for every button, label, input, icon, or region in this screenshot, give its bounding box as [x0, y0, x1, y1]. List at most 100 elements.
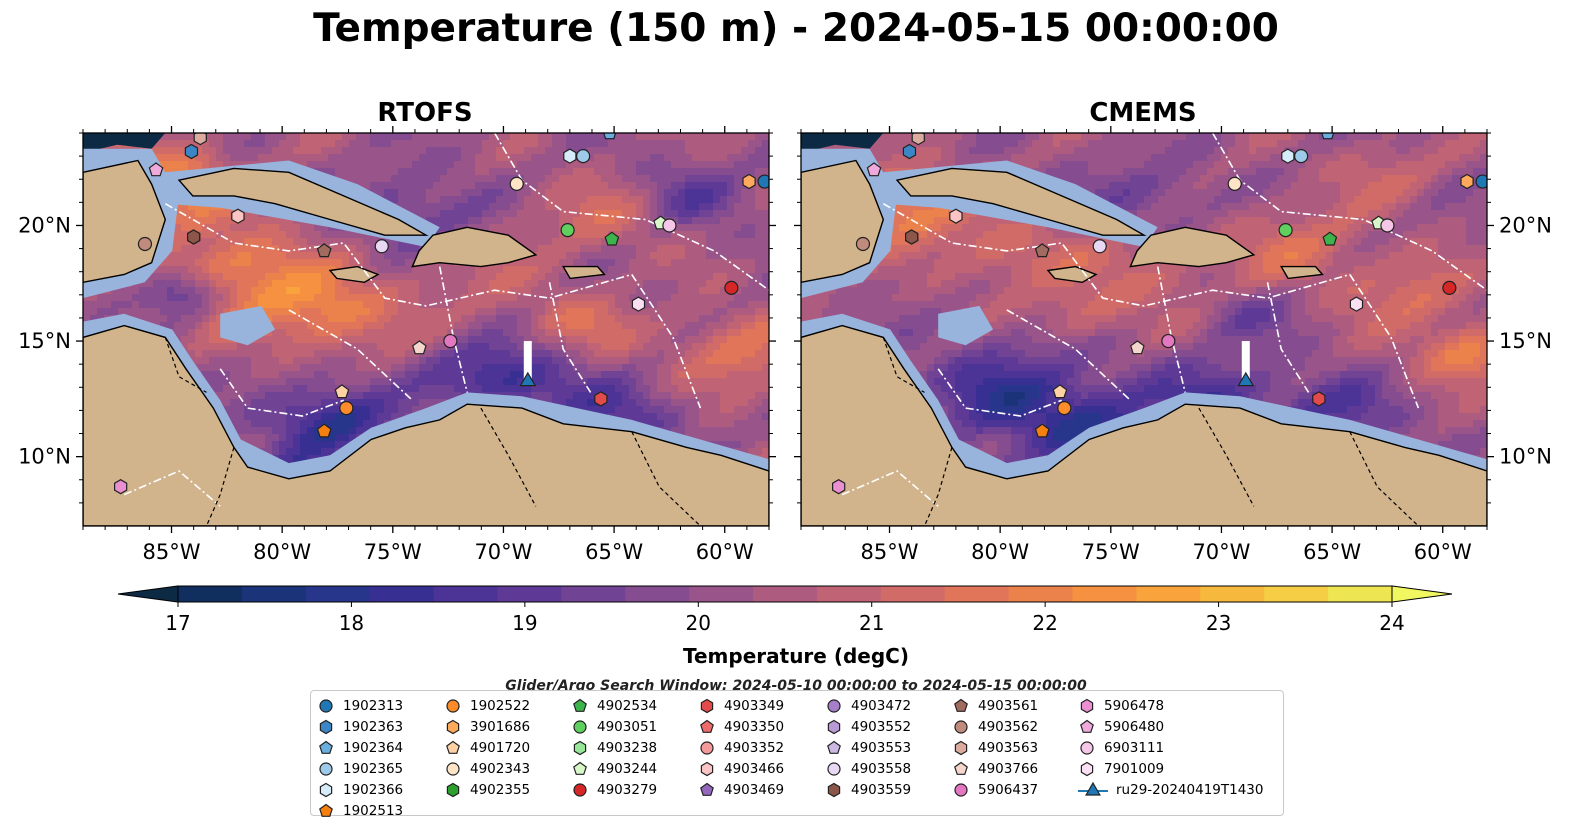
- colorbar-tick-label: 17: [165, 611, 190, 635]
- national-border: [631, 431, 701, 526]
- legend-float-marker: [700, 719, 714, 733]
- legend-item: 4903553: [825, 737, 911, 758]
- map-frame: [800, 132, 1488, 527]
- legend-float-marker: [954, 761, 968, 775]
- legend-item: 4902355: [444, 779, 530, 800]
- legend-marker-icon: [319, 719, 333, 734]
- legend-float-marker: [700, 740, 714, 755]
- legend-marker-icon: [827, 761, 841, 776]
- legend-item: 4903552: [825, 716, 911, 737]
- legend-float-marker: [700, 761, 714, 776]
- legend-item: 4902534: [571, 695, 657, 716]
- legend-marker-icon: [446, 761, 460, 776]
- legend-float-marker: [827, 761, 841, 776]
- legend-item: 5906478: [1078, 695, 1263, 716]
- legend-item: 4903352: [698, 737, 784, 758]
- float-marker-4903563: [193, 133, 207, 146]
- legend-float-marker: [573, 698, 587, 712]
- legend-marker-icon: [319, 698, 333, 713]
- legend-item: 1902366: [317, 779, 403, 800]
- legend-float-marker: [319, 740, 333, 754]
- legend-glider-marker: [1085, 781, 1101, 796]
- legend-label: 4903244: [597, 760, 658, 777]
- lat-tick-label: 20°N: [18, 213, 71, 237]
- legend-marker-icon: [573, 740, 587, 755]
- float-marker-4903559: [904, 229, 919, 245]
- legend-column: 4902534 4903051 4903238 4903244 4903279: [571, 695, 657, 800]
- legend-label: 4903553: [851, 739, 912, 756]
- legend-label: 4903350: [724, 718, 785, 735]
- legend-item: 4901720: [444, 737, 530, 758]
- float-marker-5906437: [443, 333, 458, 349]
- eez-boundary: [288, 309, 413, 401]
- legend-label: 4903561: [978, 697, 1039, 714]
- lon-tick-label: 75°W: [1082, 540, 1140, 564]
- lat-tick-label: 15°N: [18, 329, 71, 353]
- legend-item: 4903563: [952, 737, 1038, 758]
- colorbar-bin: [1328, 586, 1393, 602]
- legend-label: 4903558: [851, 760, 912, 777]
- eez-boundary: [841, 470, 939, 507]
- eez-boundary: [1006, 309, 1131, 401]
- legend-float-marker: [573, 761, 587, 775]
- legend-float-marker: [827, 719, 841, 734]
- legend-marker-icon: [1080, 740, 1094, 755]
- legend-float-marker: [954, 782, 968, 797]
- float-marker-1902313: [757, 174, 769, 189]
- legend-item: 4903469: [698, 779, 784, 800]
- float-marker-ru29-20240419T1430: [1237, 371, 1255, 387]
- legend-float-marker: [319, 698, 333, 713]
- legend-marker-icon: [954, 782, 968, 797]
- float-marker-5906480: [866, 162, 882, 177]
- legend-column: 5906478 5906480 6903111 7901009 ru29-2024041…: [1078, 695, 1263, 800]
- legend-item: 4903562: [952, 716, 1038, 737]
- float-marker-4903051: [560, 222, 575, 238]
- float-marker-4901720: [334, 384, 350, 399]
- legend-item: 1902365: [317, 758, 403, 779]
- legend-column: 4903349 4903350 4903352 4903466 4903469: [698, 695, 784, 800]
- legend-item: 4903766: [952, 758, 1038, 779]
- glider-track: [1241, 341, 1250, 381]
- eez-boundary: [123, 470, 221, 507]
- legend-float-marker: [446, 761, 460, 776]
- land: [411, 226, 538, 268]
- legend-label: 4902355: [470, 781, 531, 798]
- legend-label: 4903563: [978, 739, 1039, 756]
- colorbar-bin: [241, 586, 307, 602]
- eez-boundary: [937, 368, 1062, 417]
- legend-label: 4901720: [470, 739, 531, 756]
- eez-boundary: [631, 274, 702, 409]
- legend-marker-icon: [827, 740, 841, 754]
- legend-marker-icon: [446, 740, 460, 754]
- float-marker-1902513: [1034, 423, 1050, 438]
- national-border: [1349, 431, 1419, 526]
- legend-marker-icon: [700, 719, 714, 733]
- legend-item: 1902363: [317, 716, 403, 737]
- colorbar-tick-label: 19: [512, 611, 537, 635]
- legend-marker-icon: [319, 803, 333, 817]
- float-marker-3901686: [1460, 173, 1474, 190]
- gulf-ocean: [801, 133, 884, 153]
- legend-float-marker: [954, 698, 968, 712]
- float-marker-4903558: [374, 239, 389, 254]
- float-marker-4902534: [1322, 231, 1338, 246]
- legend-item: 4902343: [444, 758, 530, 779]
- colorbar-tick-label: 22: [1032, 611, 1057, 635]
- legend-float-marker: [827, 740, 841, 754]
- colorbar-bin: [944, 586, 1010, 602]
- float-marker-4901720: [1052, 384, 1068, 399]
- float-marker-1902365: [576, 149, 591, 164]
- lon-tick-label: 70°W: [1192, 540, 1250, 564]
- legend-float-marker: [700, 698, 714, 713]
- shelf-water: [938, 305, 994, 346]
- legend-marker-icon: [1080, 761, 1094, 776]
- land: [895, 167, 1147, 236]
- legend-item: 4903349: [698, 695, 784, 716]
- float-marker-6903111: [662, 218, 677, 233]
- legend-label: ru29-20240419T1430: [1116, 781, 1264, 798]
- shelf-water: [220, 305, 276, 346]
- lat-tick-label: 10°N: [18, 445, 71, 469]
- legend-marker-icon: [1078, 781, 1108, 796]
- colorbar-bin: [433, 586, 498, 602]
- legend-item: 4903472: [825, 695, 911, 716]
